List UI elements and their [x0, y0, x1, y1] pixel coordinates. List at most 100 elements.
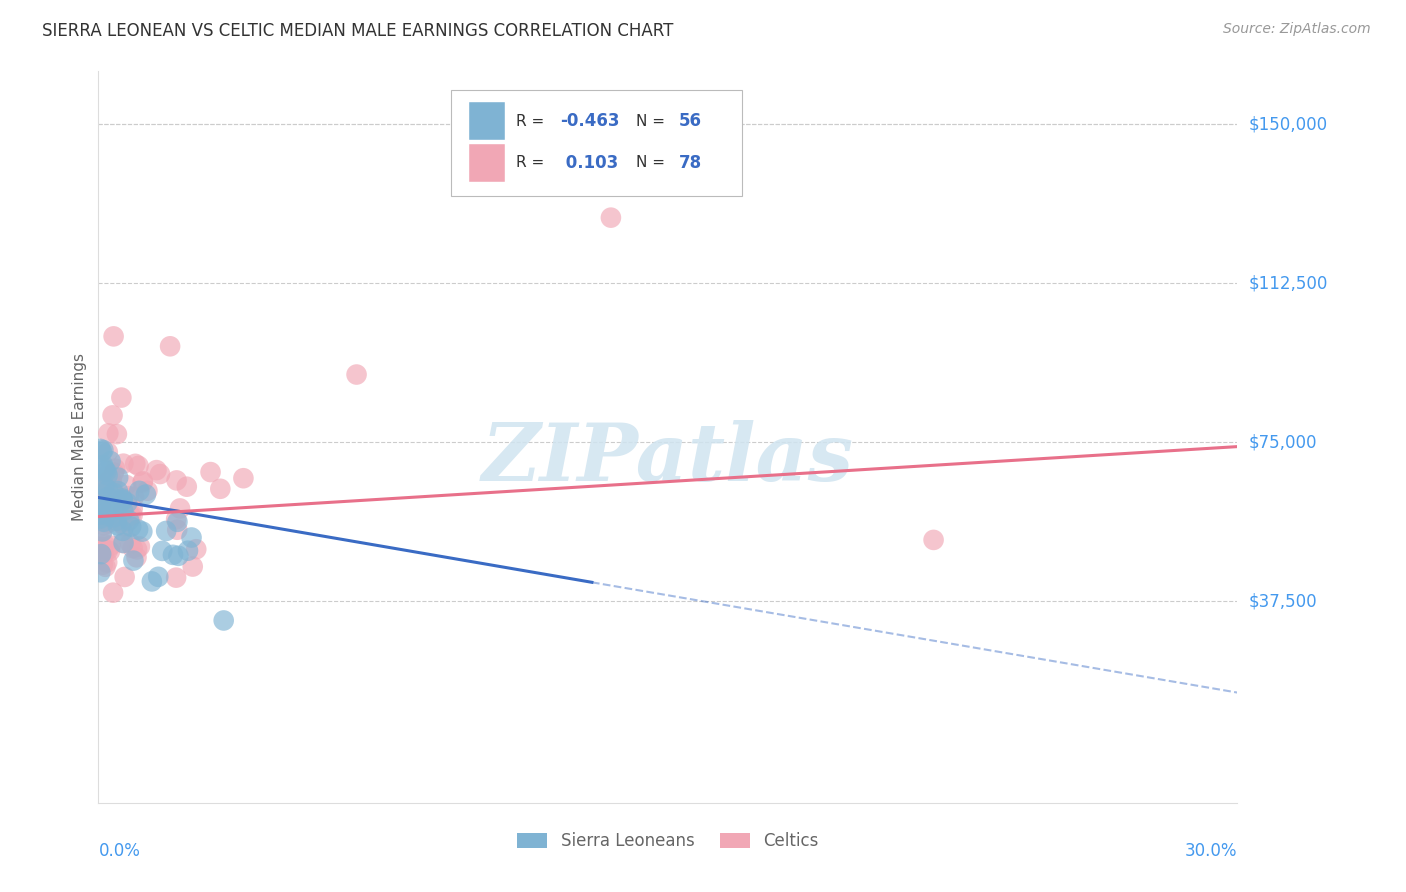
- FancyBboxPatch shape: [468, 102, 505, 140]
- Point: [89, 511, 111, 525]
- Point: [93, 515, 115, 529]
- Point: [111, 491, 134, 506]
- Point: [96, 487, 118, 501]
- Point: [97, 508, 120, 523]
- Point: [93, 547, 115, 561]
- Point: [127, 542, 149, 557]
- Point: [166, 474, 188, 488]
- Point: [131, 475, 153, 490]
- Point: [112, 457, 135, 471]
- Point: [97, 468, 120, 483]
- Point: [103, 510, 125, 524]
- Point: [125, 550, 148, 565]
- Point: [166, 515, 188, 529]
- Point: [101, 585, 124, 599]
- Point: [93, 537, 115, 551]
- Point: [136, 483, 159, 498]
- Point: [100, 498, 122, 512]
- Point: [89, 508, 111, 522]
- Point: [91, 458, 114, 472]
- Point: [97, 543, 120, 558]
- Point: [155, 524, 177, 538]
- Point: [120, 536, 142, 550]
- Point: [114, 570, 136, 584]
- Point: [176, 480, 198, 494]
- Point: [108, 498, 131, 512]
- Text: N =: N =: [636, 155, 669, 170]
- Point: [89, 477, 111, 491]
- Point: [91, 485, 114, 500]
- Point: [97, 445, 120, 459]
- Point: [93, 499, 115, 513]
- Point: [107, 470, 129, 484]
- Point: [93, 443, 115, 458]
- Point: [121, 501, 143, 516]
- Point: [162, 548, 184, 562]
- Point: [111, 491, 134, 506]
- Text: $112,500: $112,500: [1249, 275, 1327, 293]
- Point: [129, 540, 152, 554]
- Point: [93, 518, 115, 533]
- Point: [180, 531, 202, 545]
- Text: ZIPatlas: ZIPatlas: [482, 420, 853, 498]
- Point: [97, 483, 120, 497]
- Text: 56: 56: [679, 112, 702, 130]
- Legend: Sierra Leoneans, Celtics: Sierra Leoneans, Celtics: [510, 825, 825, 856]
- Point: [105, 514, 128, 528]
- Point: [148, 570, 170, 584]
- Point: [111, 493, 134, 508]
- Point: [103, 466, 125, 480]
- Point: [103, 486, 125, 500]
- Point: [149, 467, 172, 481]
- Point: [115, 478, 138, 492]
- Point: [89, 541, 111, 556]
- Point: [98, 544, 121, 558]
- Point: [600, 211, 623, 225]
- Text: R =: R =: [516, 155, 550, 170]
- Y-axis label: Median Male Earnings: Median Male Earnings: [72, 353, 87, 521]
- Point: [124, 457, 146, 471]
- Point: [94, 559, 117, 574]
- Point: [101, 484, 124, 499]
- Point: [159, 339, 181, 353]
- Point: [128, 483, 150, 498]
- Point: [212, 614, 235, 628]
- Point: [89, 442, 111, 456]
- Point: [131, 524, 153, 539]
- Point: [98, 472, 121, 486]
- Point: [91, 503, 114, 517]
- Point: [89, 495, 111, 509]
- Point: [90, 540, 112, 554]
- Point: [101, 478, 124, 492]
- Point: [93, 479, 115, 493]
- Point: [111, 536, 134, 550]
- Point: [177, 543, 200, 558]
- Text: Source: ZipAtlas.com: Source: ZipAtlas.com: [1223, 22, 1371, 37]
- Point: [97, 483, 120, 497]
- Text: 0.0%: 0.0%: [98, 842, 141, 860]
- Point: [122, 553, 145, 567]
- Point: [120, 519, 142, 533]
- Point: [105, 427, 128, 442]
- Point: [110, 391, 132, 405]
- Point: [122, 490, 145, 504]
- Text: 0.103: 0.103: [560, 153, 617, 172]
- Point: [120, 508, 142, 523]
- Point: [118, 513, 141, 527]
- Point: [111, 503, 134, 517]
- Point: [89, 500, 111, 515]
- Point: [90, 444, 112, 458]
- Point: [89, 566, 111, 580]
- Text: 78: 78: [679, 153, 703, 172]
- Point: [150, 544, 173, 558]
- Point: [97, 426, 120, 441]
- Point: [90, 526, 112, 541]
- Point: [97, 516, 120, 531]
- Text: 30.0%: 30.0%: [1185, 842, 1237, 860]
- FancyBboxPatch shape: [451, 90, 742, 195]
- Point: [127, 523, 149, 537]
- Point: [107, 484, 129, 499]
- Text: N =: N =: [636, 113, 669, 128]
- Point: [132, 474, 155, 488]
- Point: [166, 523, 188, 537]
